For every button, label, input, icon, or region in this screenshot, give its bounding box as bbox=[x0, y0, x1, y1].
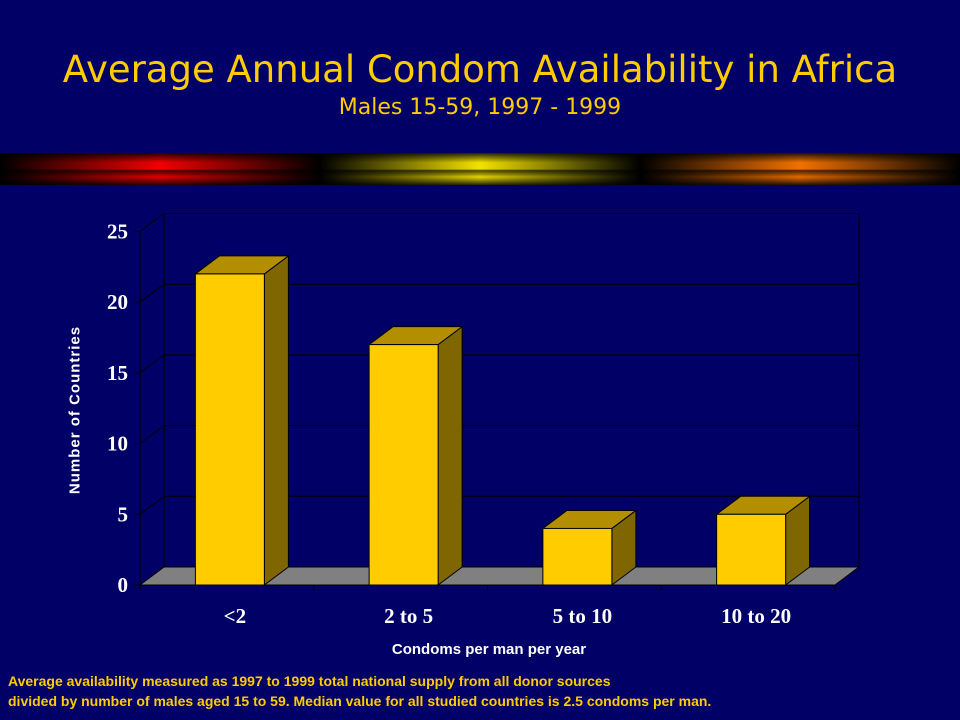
x-tick-label: 2 to 5 bbox=[384, 604, 433, 628]
gridline-left-wall bbox=[139, 495, 165, 515]
bar bbox=[194, 273, 265, 586]
footnote: Average availability measured as 1997 to… bbox=[8, 671, 960, 711]
slide-subtitle: Males 15-59, 1997 - 1999 bbox=[338, 95, 622, 120]
decorative-band-shading bbox=[0, 153, 960, 185]
x-tick-label: 5 to 10 bbox=[553, 604, 613, 628]
bar bbox=[368, 344, 439, 586]
x-axis-label: Condoms per man per year bbox=[391, 641, 587, 658]
footnote-line-2: divided by number of males aged 15 to 59… bbox=[8, 693, 712, 709]
bar-side bbox=[437, 325, 463, 586]
bar bbox=[716, 513, 787, 586]
footnote-line-1: Average availability measured as 1997 to… bbox=[8, 673, 611, 689]
gridline-left-wall bbox=[139, 213, 165, 232]
bar bbox=[542, 527, 613, 586]
bar-side bbox=[263, 254, 289, 586]
slide-title: Average Annual Condom Availability in Af… bbox=[62, 48, 898, 91]
x-tick-label: <2 bbox=[224, 604, 246, 628]
y-tick-label: 10 bbox=[107, 432, 128, 456]
y-tick-label: 5 bbox=[118, 502, 129, 526]
y-tick-label: 0 bbox=[118, 573, 129, 597]
gridline-left-wall bbox=[139, 425, 165, 445]
gridline-left-wall bbox=[139, 283, 165, 303]
x-tick-label: 10 to 20 bbox=[721, 604, 791, 628]
y-tick-label: 15 bbox=[107, 361, 128, 385]
y-tick-label: 20 bbox=[107, 290, 128, 314]
y-axis-label: Number of Countries bbox=[66, 325, 84, 495]
y-tick-label: 25 bbox=[107, 220, 128, 244]
gridline-left-wall bbox=[139, 354, 165, 374]
